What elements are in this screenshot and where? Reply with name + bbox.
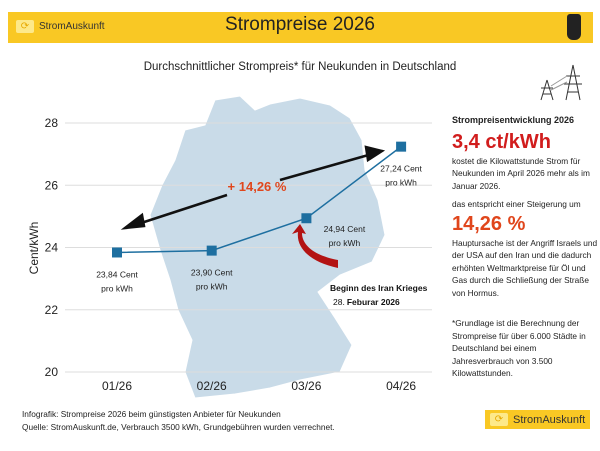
x-tick-label: 02/26 — [197, 379, 227, 393]
eagle-icon — [567, 14, 581, 40]
chart-subtitle: Durchschnittlicher Strompreis* für Neuku… — [143, 61, 457, 73]
price-increase-value: 3,4 ct/kWh — [452, 130, 551, 153]
footer-brand: StromAuskunft — [513, 413, 586, 426]
y-tick-label: 22 — [45, 303, 59, 317]
data-label: pro kWh — [329, 238, 361, 248]
data-label: 23,90 Cent — [191, 268, 233, 278]
percent-increase-value: 14,26 % — [452, 212, 526, 235]
data-label: pro kWh — [385, 178, 417, 188]
event-date-day: 28. — [333, 297, 345, 307]
data-point — [301, 213, 312, 224]
data-point — [396, 141, 407, 152]
svg-text:28.Feburar 2026: 28. Feburar 2026 — [333, 297, 400, 307]
logo-arrows-icon: ⟳ — [16, 20, 34, 33]
info-text-1: kostet die Kilowattstunde Strom für Neuk… — [452, 155, 590, 191]
data-label: 24,94 Cent — [324, 224, 366, 234]
series-line — [116, 146, 402, 254]
info-heading: Strompreisentwicklung 2026 — [452, 115, 575, 125]
x-tick-label: 03/26 — [291, 379, 321, 393]
event-arrow — [292, 224, 338, 268]
event-date: Feburar 2026 — [347, 297, 400, 307]
footer-text: Infografik: Strompreise 2026 beim günsti… — [22, 408, 335, 434]
header-banner — [8, 12, 593, 43]
y-tick-label: 24 — [45, 241, 59, 255]
info-text-3: Hauptursache ist der Angriff Israels und… — [452, 237, 598, 298]
data-point — [112, 247, 122, 258]
data-label: 27,24 Cent — [380, 164, 422, 174]
x-tick-label: 01/26 — [102, 379, 132, 393]
info-text-2: das entspricht einer Steigerung um — [452, 199, 581, 209]
y-tick-label: 28 — [45, 116, 59, 130]
footer-source: Quelle: StromAuskunft.de, Verbrauch 3500… — [22, 422, 335, 432]
data-point — [206, 245, 217, 256]
footer-line-1: Infografik: Strompreise 2026 beim günsti… — [22, 409, 281, 419]
footer-logo: ⟳ StromAuskunft — [485, 410, 591, 429]
y-axis-label: Cent/kWh — [27, 222, 41, 275]
footnote: *Grundlage ist die Berechnung der Stromp… — [452, 318, 586, 378]
data-label: pro kWh — [101, 283, 133, 293]
data-label: pro kWh — [196, 282, 228, 292]
pylon-icon — [540, 64, 582, 101]
y-tick-label: 26 — [45, 178, 59, 192]
event-label: Beginn des Iran Krieges — [330, 283, 428, 293]
x-tick-label: 04/26 — [386, 379, 416, 393]
y-tick-label: 20 — [45, 365, 59, 379]
change-arrow — [120, 145, 386, 230]
brand-logo: ⟳ StromAuskunft — [16, 20, 105, 33]
change-label: + 14,26 % — [228, 179, 287, 194]
brand-name: StromAuskunft — [39, 21, 105, 32]
data-label: 23,84 Cent — [96, 269, 138, 279]
page-title: Strompreise 2026 — [225, 14, 375, 35]
logo-arrows-icon: ⟳ — [490, 413, 508, 426]
info-panel: Strompreisentwicklung 2026 3,4 ct/kWh ko… — [452, 114, 600, 386]
